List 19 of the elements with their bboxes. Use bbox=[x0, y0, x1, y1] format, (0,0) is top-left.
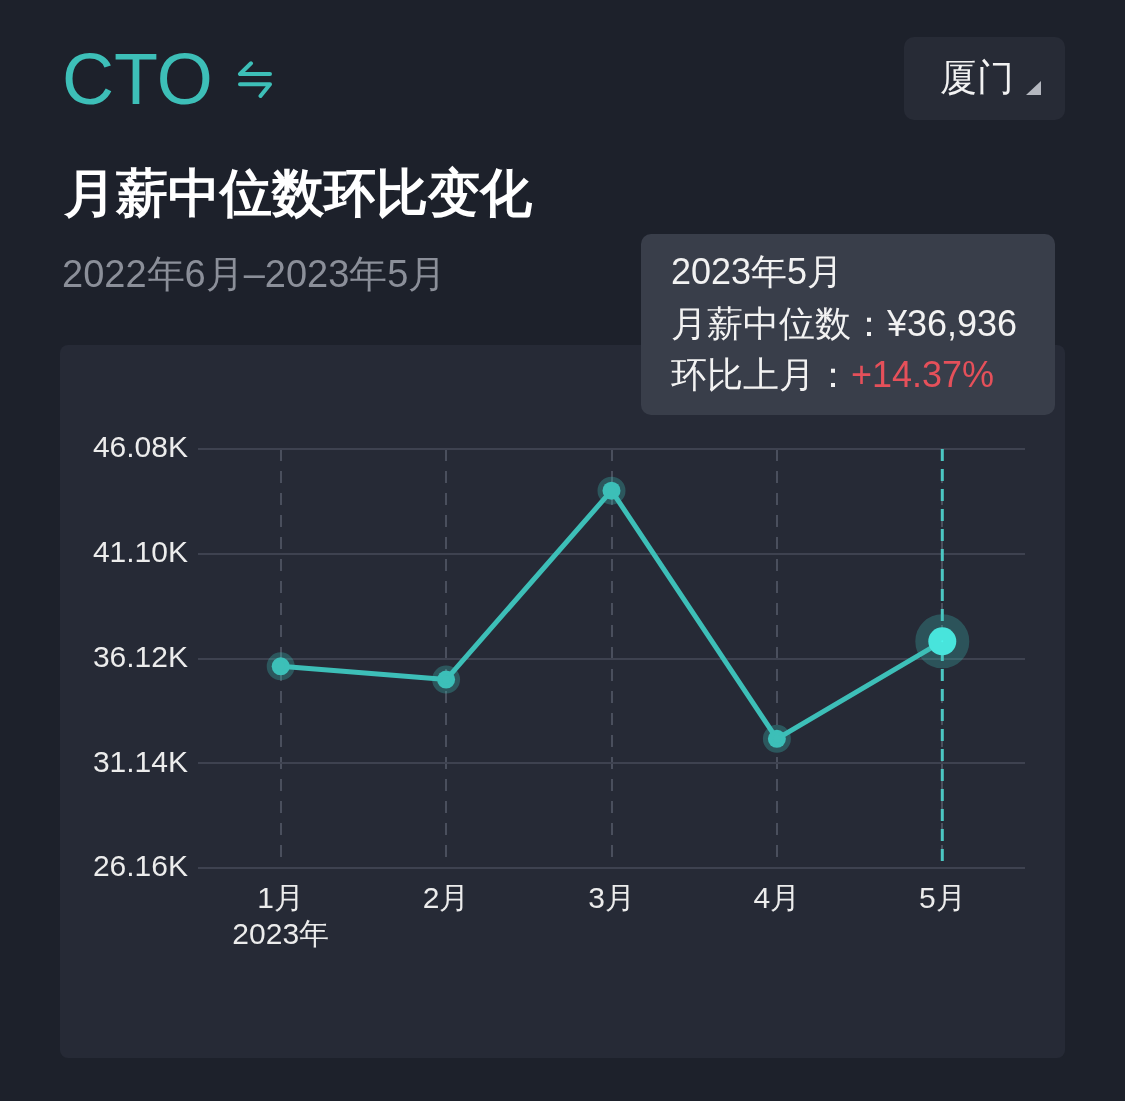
point bbox=[266, 652, 295, 681]
y-tick-label: 31.14K bbox=[92, 744, 188, 778]
text: CTO bbox=[62, 39, 213, 119]
y-tick-label: 46.08K bbox=[92, 430, 188, 464]
y-tick-label: 26.16K bbox=[92, 849, 188, 883]
point bbox=[597, 476, 626, 505]
chart-subtitle: 2022年6月–2023年5月 bbox=[62, 253, 447, 295]
x-tick-label: 3月 bbox=[588, 881, 635, 915]
y-tick-label: 41.10K bbox=[92, 535, 188, 569]
x-tick-label: 2月 bbox=[422, 881, 470, 915]
dropdown: 厦门 bbox=[904, 37, 1065, 120]
x-tick-label: 4月 bbox=[753, 881, 801, 915]
point bbox=[432, 665, 461, 694]
chart-title: 月薪中位数环比变化 bbox=[64, 164, 532, 222]
x-tick-label: 5月 bbox=[918, 881, 966, 915]
y-tick-label: 36.12K bbox=[92, 639, 188, 673]
point bbox=[762, 724, 791, 753]
x-tick-label: 1月 2023年 bbox=[232, 881, 330, 951]
tooltip: 2023年5月 月薪中位数：¥36,936 环比上月：+14.37% bbox=[641, 234, 1055, 415]
